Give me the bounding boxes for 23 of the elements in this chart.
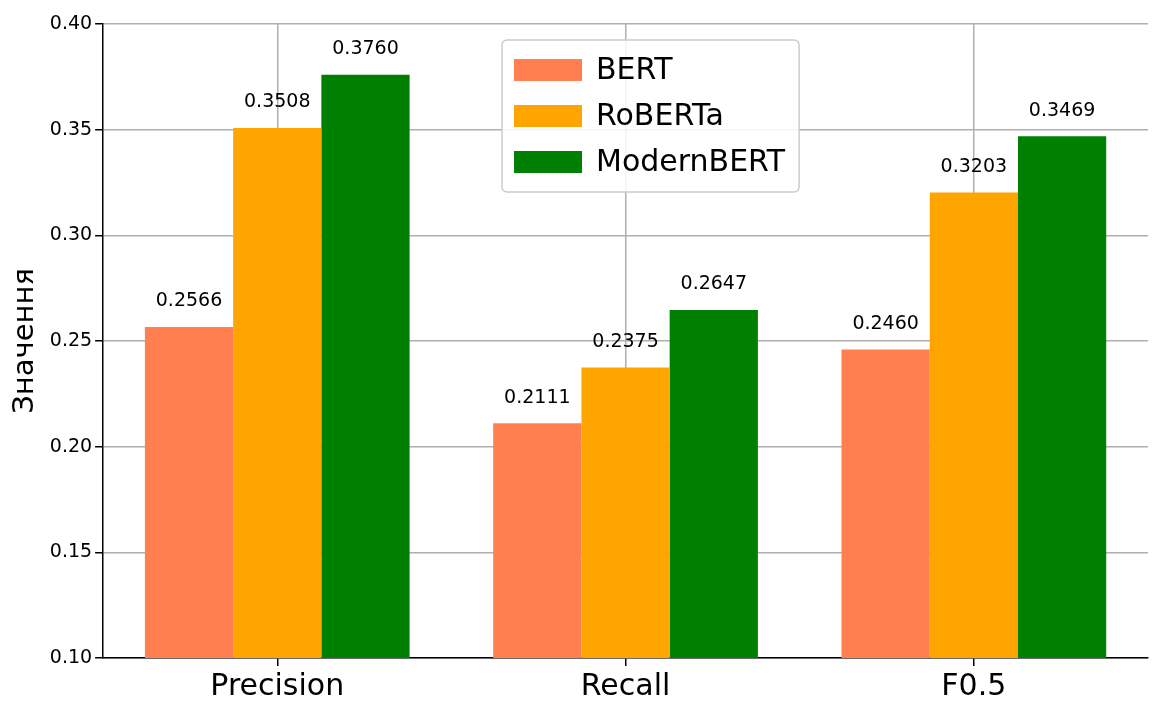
y-tick-label: 0.40 <box>49 10 93 33</box>
legend-label: BERT <box>596 50 674 86</box>
y-tick-label: 0.15 <box>49 539 93 562</box>
x-tick-label: Precision <box>210 666 345 702</box>
data-label: 0.2647 <box>680 271 748 294</box>
data-label: 0.2111 <box>504 384 571 407</box>
data-label: 0.2566 <box>155 288 223 311</box>
data-label: 0.2375 <box>592 328 659 351</box>
data-label: 0.3203 <box>940 153 1008 176</box>
x-tick-label: Recall <box>580 666 671 702</box>
legend-label: ModernBERT <box>596 142 786 178</box>
y-tick-label: 0.25 <box>49 327 93 350</box>
y-tick-label: 0.10 <box>49 644 93 667</box>
y-tick-label: 0.20 <box>49 433 93 456</box>
data-label: 0.3508 <box>244 89 311 112</box>
data-label: 0.3760 <box>332 36 399 59</box>
data-label: 0.3469 <box>1028 97 1096 120</box>
legend-label: RoBERTa <box>596 96 724 132</box>
y-tick-label: 0.30 <box>49 222 93 245</box>
data-label: 0.2460 <box>852 310 919 333</box>
y-axis-title: Значення <box>5 268 40 414</box>
x-tick-label: F0.5 <box>941 666 1007 702</box>
y-tick-label: 0.35 <box>49 116 93 139</box>
